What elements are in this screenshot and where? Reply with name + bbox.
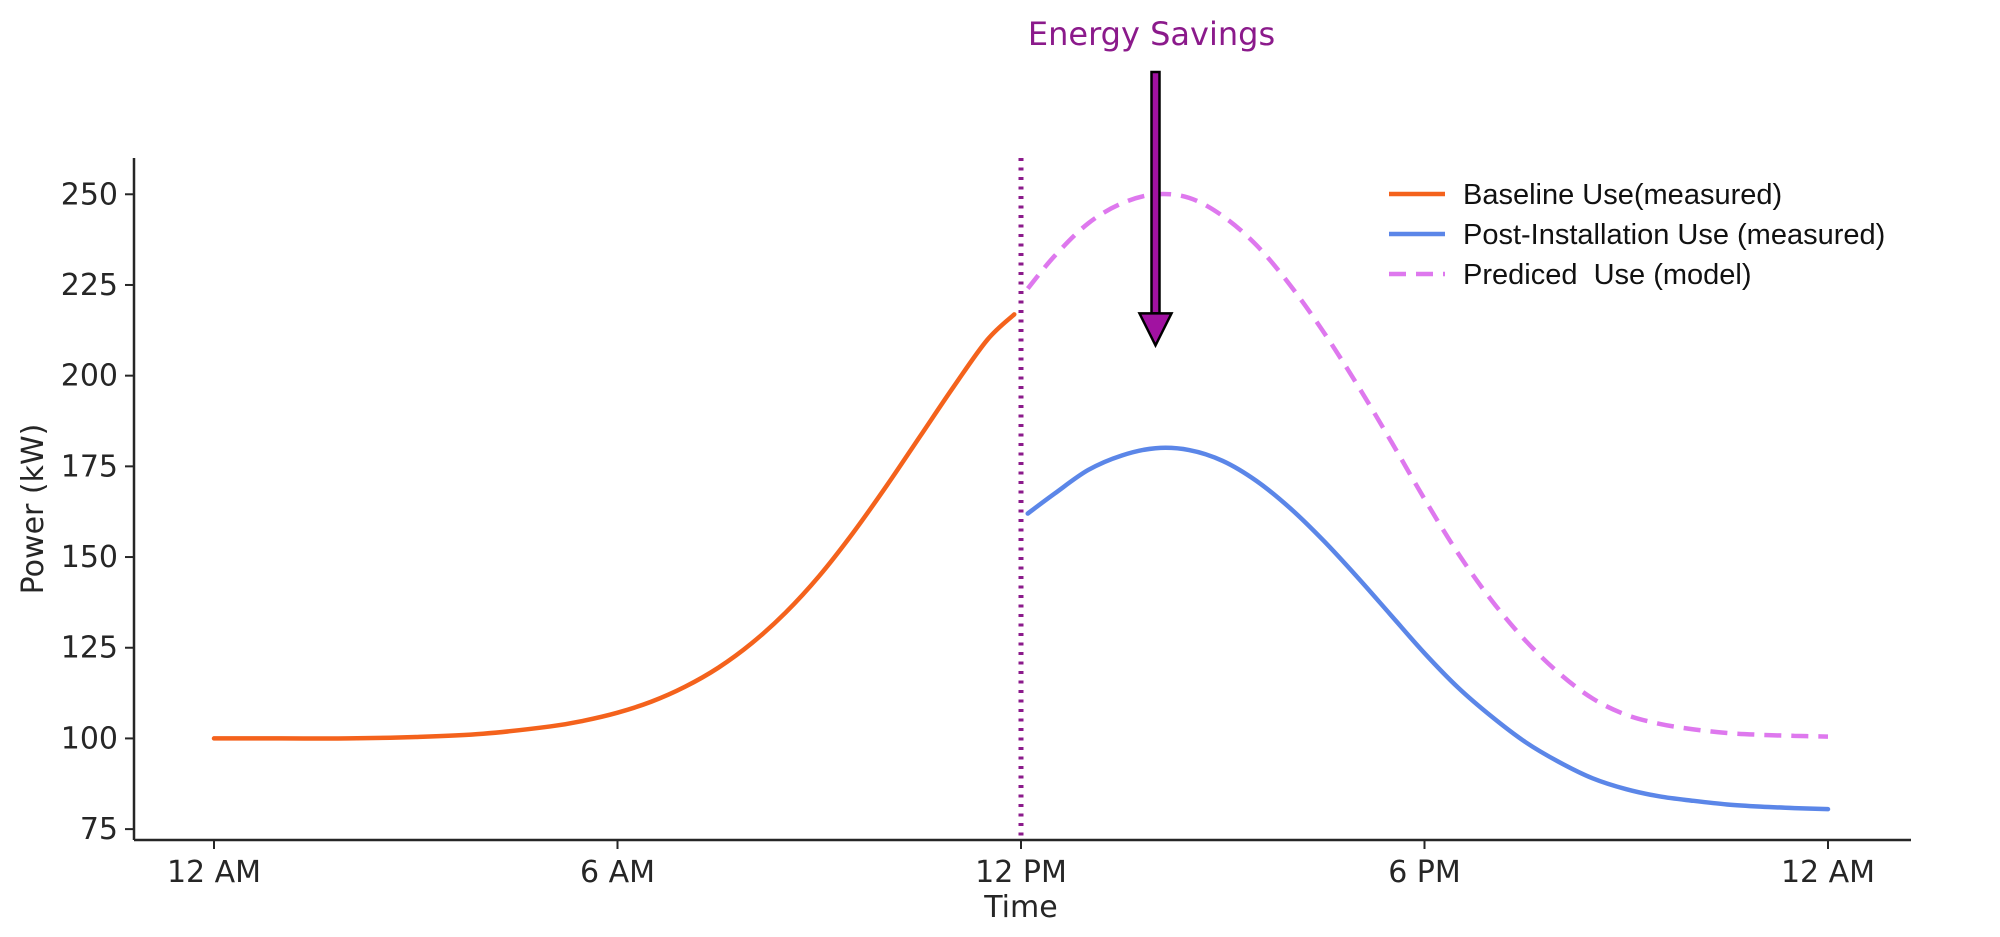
- x-axis-title: Time: [983, 890, 1057, 925]
- y-tick-label: 75: [80, 812, 118, 847]
- chart-legend: Baseline Use(measured) Post-Installation …: [1389, 179, 1885, 291]
- annotation-arrow-shaft: [1150, 70, 1161, 315]
- chart-axes: 75 100 125 150 175 200 225 250 12 AM 6 AM 12 PM 6 P…: [16, 158, 1911, 925]
- energy-savings-annotation: Energy Savings: [1028, 15, 1275, 349]
- y-tick-label: 225: [61, 268, 118, 303]
- y-tick-label: 250: [61, 177, 118, 212]
- x-tick-label: 6 AM: [580, 855, 655, 890]
- series-line-0: [211, 312, 1017, 741]
- y-tick-label: 100: [61, 721, 118, 756]
- x-tick-label: 6 PM: [1388, 855, 1461, 890]
- y-tick-label: 175: [61, 449, 118, 484]
- y-tick-label: 200: [61, 359, 118, 394]
- x-tick-label: 12 PM: [975, 855, 1067, 890]
- y-axis-title: Power (kW): [16, 424, 51, 595]
- x-tick-label: 12 AM: [1781, 855, 1875, 890]
- x-tick-label: 12 AM: [167, 855, 261, 890]
- annotation-arrow-head: [1137, 312, 1174, 349]
- y-tick-label: 150: [61, 540, 118, 575]
- legend-label-2: Prediced Use (model): [1463, 259, 1752, 291]
- energy-savings-label: Energy Savings: [1028, 15, 1275, 53]
- series-line-1: [1025, 445, 1831, 812]
- y-tick-label: 125: [61, 631, 118, 666]
- legend-label-1: Post-Installation Use (measured): [1463, 219, 1885, 251]
- legend-label-0: Baseline Use(measured): [1463, 179, 1782, 211]
